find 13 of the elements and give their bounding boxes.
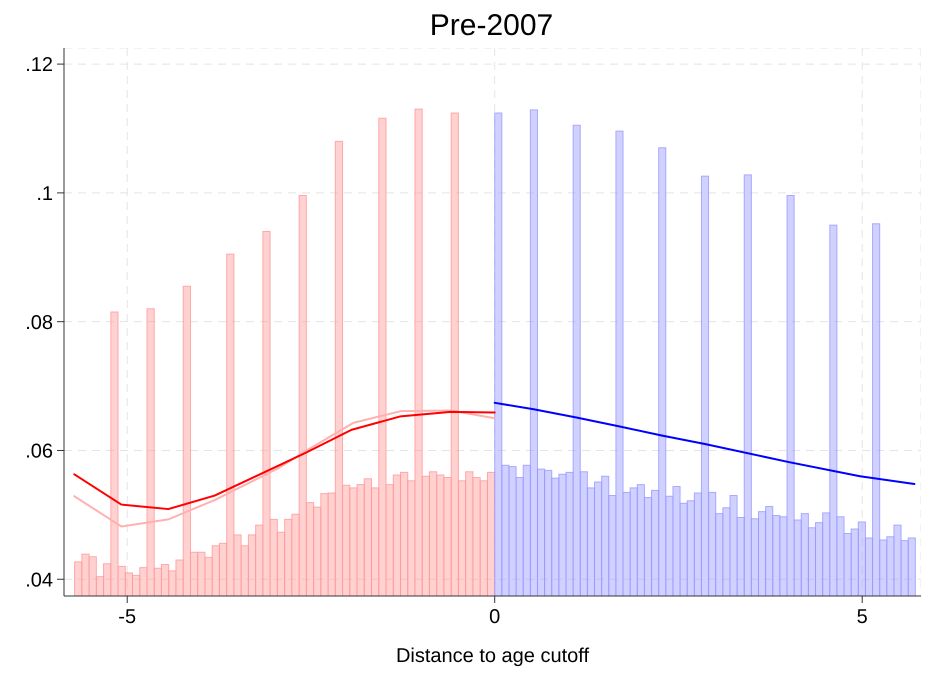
x-tick-label: 5 — [856, 606, 868, 628]
line-series — [494, 402, 916, 485]
y-tick-label: .08 — [25, 312, 53, 334]
x-tick-label: -5 — [118, 606, 136, 628]
y-tick-label: .12 — [25, 54, 53, 76]
x-axis-title: Distance to age cutoff — [396, 645, 590, 667]
y-tick-label: .1 — [36, 182, 53, 205]
x-tick-label: 0 — [489, 606, 500, 628]
chart-title: Pre-2007 — [428, 8, 554, 44]
line-series — [73, 410, 496, 528]
y-tick-label: .06 — [25, 440, 53, 463]
y-tick-label: .04 — [25, 569, 53, 592]
line-series — [73, 410, 496, 510]
